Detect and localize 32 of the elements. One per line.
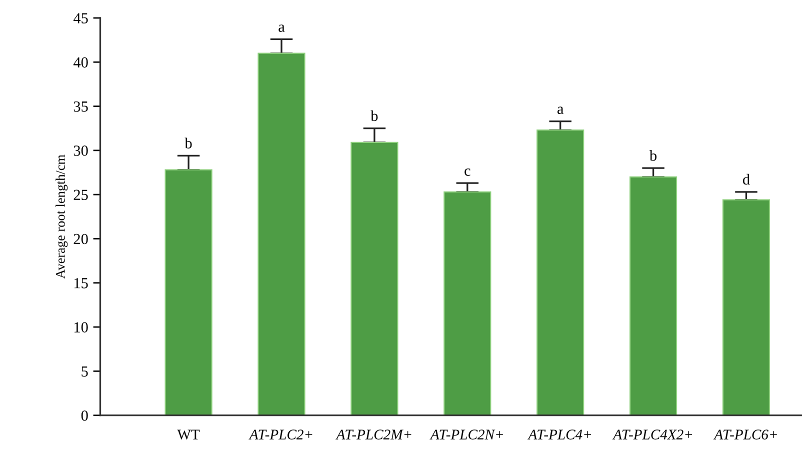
x-tick-label: AT-PLC2M+ [336,430,412,440]
x-tick-label: AT-PLC2N+ [430,430,503,440]
annotation: a [278,24,285,32]
bar [350,142,398,416]
y-tick-label: 25 [74,190,88,200]
y-tick-label: 40 [73,57,88,68]
x-tick-label: AT-PLC4X2+ [612,430,692,440]
x-tick-label: WT [177,430,200,440]
y-tick-label: 20 [74,234,88,244]
y-tick-label: 10 [74,322,88,332]
y-tick-label: 35 [74,101,88,112]
annotation: d [742,174,750,185]
annotation: b [370,110,378,122]
x-tick-label: AT-PLC6+ [713,430,777,440]
annotation: b [649,150,657,161]
y-tick-label: 5 [82,366,88,377]
bar [722,199,770,416]
bar [444,191,492,416]
y-tick-label: 15 [74,278,88,288]
annotation: c [464,168,470,176]
x-tick-label: AT-PLC4+ [527,430,592,440]
x-tick-label: AT-PLC2+ [248,430,312,440]
bar [536,130,584,416]
y-tick-label: 0 [81,410,88,421]
bar [258,52,306,416]
annotation: a [557,106,564,114]
y-tick-label: 45 [73,13,88,24]
y-axis-title: Average root length/cm [56,154,68,279]
bar [164,169,212,416]
y-tick-label: 30 [74,146,88,156]
bar [629,176,678,416]
annotation: b [184,138,192,148]
